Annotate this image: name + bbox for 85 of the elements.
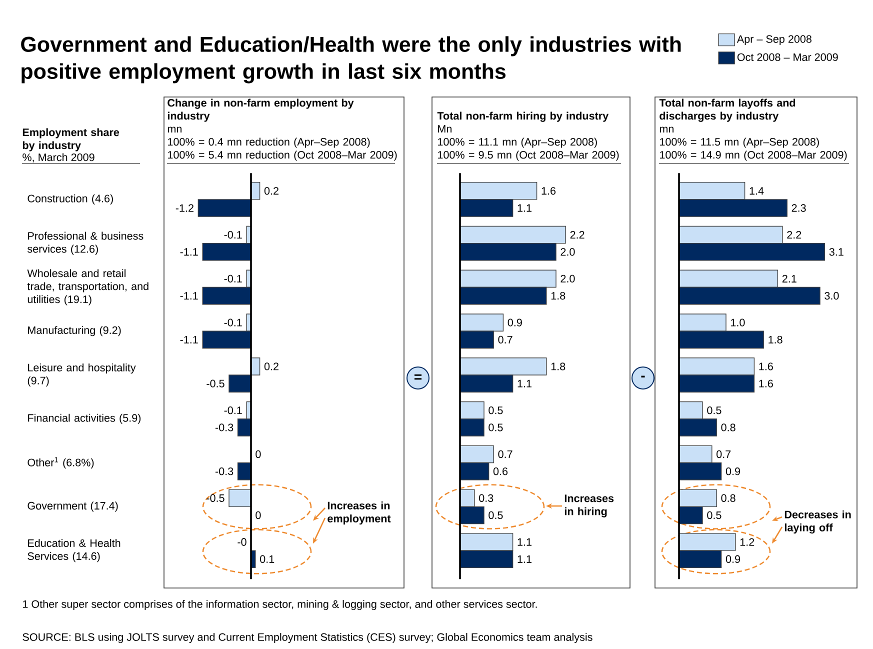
data-label: 1.4 [750,187,764,195]
y-tick-label: Wholesale and retail trade, transportation, and utilities (19.1) [27,269,148,306]
data-label: 1.8 [768,336,782,344]
text: 100% = 14.9 mn (Oct 2008–Mar 2009) [660,150,847,161]
data-label: 0.6 [493,468,508,476]
data-label: 0 [256,450,261,458]
data-label: 2.0 [560,274,575,282]
data-label: -0.3 [215,468,234,476]
data-label: 0.2 [264,187,278,195]
text: 100% = 5.4 mn reduction (Oct 2008–Mar 2009) [168,150,397,161]
data-label: 1.6 [759,380,773,388]
data-label: -0.3 [215,424,234,432]
text: = [414,374,422,380]
data-label: 0.2 [264,362,278,370]
text: 100% = 11.1 mn (Apr–Sep 2008) [438,138,597,148]
data-label: 0.5 [707,406,722,414]
y-tick-label: Manufacturing (9.2) [28,326,121,336]
data-label: 1.1 [518,204,532,212]
data-label: 3.0 [824,292,839,300]
data-label: -1.1 [180,292,198,300]
source-note: SOURCE: BLS using JOLTS survey and Current Employment Statistics (CES) survey; Global Economics team analysis [22,632,592,644]
data-label: 0.7 [716,450,731,458]
data-label: 2.1 [782,274,796,282]
data-label: -0.1 [224,274,242,282]
data-label: 1.1 [518,380,532,388]
y-axis-title: Employment share by industry [22,128,120,152]
data-label: -0.5 [206,494,224,502]
data-label: 0.7 [498,336,512,344]
data-label: -0.5 [206,380,224,388]
data-label: 1.0 [731,318,745,326]
data-label: -0.1 [224,318,242,326]
text: 1 Other super sector comprises of the information sector, mining & logging sector, and other services sector. [23,600,537,610]
data-label: 0.9 [726,468,740,476]
text: Increases in employment [328,501,391,525]
data-label: 0.9 [508,318,522,326]
y-tick-label: Professional & business services (12.6) [28,232,144,255]
annotation: Increases in hiring [564,494,614,518]
y-tick-label: Financial activities (5.9) [28,414,141,424]
text: 100% = 11.5 mn (Apr–Sep 2008) [660,138,819,148]
data-label: -1.2 [176,204,194,212]
data-label: 1.6 [542,187,556,195]
text: - [641,376,645,378]
data-label: 0.5 [707,511,722,520]
annotation: Decreases in laying off [784,510,851,534]
data-label: -0.1 [224,406,242,414]
data-label: 0.8 [721,494,736,502]
text: Government and Education/Health were the only industries with positive employment growth in last six months [21,36,681,84]
data-label: 0.8 [721,424,736,432]
data-label: 0.1 [260,555,274,563]
y-tick-label: Leisure and hospitality (9.7) [28,363,136,387]
text: %, March 2009 [22,153,94,162]
data-label: 2.0 [560,248,575,256]
data-label: 3.1 [829,248,844,256]
y-tick-label: Government (17.4) [28,502,118,512]
legend-label: Apr – Sep 2008 [736,35,812,45]
y-tick-label: Education & Health Services (14.6) [28,539,120,562]
chart-title: Total non-farm hiring by industry [437,112,609,122]
text: 100% = 0.4 mn reduction (Apr–Sep 2008) [168,138,370,148]
data-label: -1.1 [180,248,198,256]
data-label: 1.6 [759,362,773,370]
data-label: 0.9 [726,555,740,563]
y-tick-label: Construction (4.6) [28,194,113,204]
data-label: 0.5 [488,406,503,414]
data-label: 0.5 [488,511,503,520]
data-label: -0 [238,538,246,546]
data-label: 1.2 [740,538,754,546]
data-label: 0.7 [498,450,512,458]
data-label: -0.1 [224,230,242,239]
legend-label: Oct 2008 – Mar 2009 [737,53,838,62]
chart-subtitle: mn [660,126,674,133]
data-label: 0.5 [488,424,503,432]
text: 100% = 9.5 mn (Oct 2008–Mar 2009) [438,150,619,161]
chart-subtitle: mn [168,126,182,133]
data-label: 1.8 [551,292,566,300]
data-label: 1.8 [551,362,566,370]
data-label: 1.1 [518,538,532,546]
data-label: 2.3 [792,204,806,212]
data-label: 0 [256,511,261,520]
data-label: 1.1 [518,555,532,563]
y-tick-label: Other$^{1}$ (6.8%) [28,457,94,468]
data-label: 0.3 [479,494,494,502]
chart-subtitle: Mn [438,125,452,133]
data-label: -1.1 [180,336,198,344]
data-label: 2.2 [570,231,584,239]
data-label: 2.2 [787,231,802,239]
